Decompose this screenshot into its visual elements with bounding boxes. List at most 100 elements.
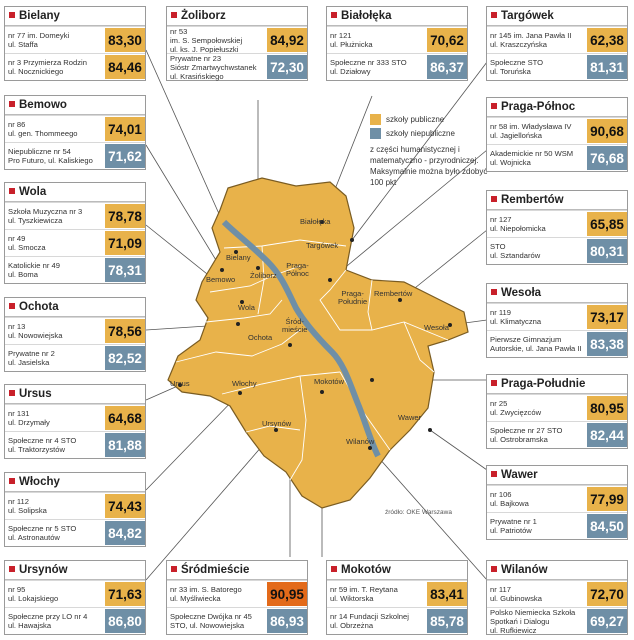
school-name: Społeczne przy LO nr 4 ul. Hawajska — [8, 612, 88, 630]
district-name: Ochota — [19, 301, 59, 313]
school-name: Prywatne nr 1 ul. Patriotów — [490, 517, 537, 535]
district-name: Śródmieście — [181, 564, 250, 576]
score-value: 64,68 — [105, 406, 145, 430]
district-name: Praga-Południe — [501, 378, 586, 390]
school-row: Prywatne nr 1 ul. Patriotów 84,50 — [487, 512, 627, 539]
district-box-wawer: Wawer nr 106 ul. Bajkowa 77,99 Prywatne nr … — [486, 465, 628, 540]
school-row: Społeczne STO ul. Toruńska 81,31 — [487, 53, 627, 80]
score-value: 80,95 — [587, 396, 627, 420]
district-title: Wesoła — [487, 284, 627, 303]
map-label-bemowo: Bemowo — [206, 275, 236, 284]
district-title: Białołęka — [327, 7, 467, 26]
school-name: nr 14 Fundacji Szkolnej ul. Obrzeżna — [330, 612, 409, 630]
school-row: nr 3 Przymierza Rodzin ul. Nocznickiego 8… — [5, 53, 145, 80]
district-box-rembertow: Rembertów nr 127 ul. Niepołomicka 65,85 STO… — [486, 190, 628, 265]
school-name: nr 95 ul. Lokajskiego — [8, 585, 59, 603]
score-value: 70,62 — [427, 28, 467, 52]
school-row: nr 53 im. S. Sempołowskiej ul. ks. J. Po… — [167, 26, 307, 54]
school-markers — [178, 220, 452, 450]
district-title: Mokotów — [327, 561, 467, 580]
score-value: 84,46 — [105, 55, 145, 79]
school-row: nr 58 im. Władysława IV ul. Jagiellońska… — [487, 117, 627, 144]
school-name: nr 49 ul. Smocza — [8, 234, 46, 252]
school-name: nr 119 ul. Klimatyczna — [490, 308, 542, 326]
square-marker-icon — [9, 566, 15, 572]
district-name: Bielany — [19, 10, 60, 22]
school-name: nr 121 ul. Płużnicka — [330, 31, 373, 49]
score-value: 78,78 — [105, 204, 145, 228]
square-marker-icon — [491, 289, 497, 295]
score-value: 71,09 — [105, 231, 145, 255]
square-marker-icon — [491, 566, 497, 572]
school-row: nr 25 ul. Zwycięzców 80,95 — [487, 394, 627, 421]
district-box-ursynow: Ursynów nr 95 ul. Lokajskiego 71,63 Społecz… — [4, 560, 146, 635]
map-label-wilanow: Wilanów — [346, 437, 375, 446]
square-marker-icon — [331, 566, 337, 572]
district-box-srodmiescie: Śródmieście nr 33 im. S. Batorego ul. Myś… — [166, 560, 308, 635]
district-title: Bemowo — [5, 96, 145, 115]
legend-note: z części humanistycznej i matematyczno -… — [370, 145, 488, 187]
map-label-bialoleka: Białołęka — [300, 217, 331, 226]
school-name: nr 59 im. T. Reytana ul. Wiktorska — [330, 585, 398, 603]
map-label-ursus: Ursus — [170, 379, 190, 388]
score-value: 72,30 — [267, 55, 307, 79]
legend: szkoły publiczne szkoły niepubliczne z c… — [370, 112, 490, 188]
district-box-wesola: Wesoła nr 119 ul. Klimatyczna 73,17 Pierwsz… — [486, 283, 628, 358]
square-marker-icon — [9, 303, 15, 309]
map-label-wawer: Wawer — [398, 413, 422, 422]
school-name: nr 131 ul. Drzymały — [8, 409, 50, 427]
school-name: nr 58 im. Władysława IV ul. Jagiellońska — [490, 122, 572, 140]
square-marker-icon — [171, 12, 177, 18]
score-value: 90,68 — [587, 119, 627, 143]
score-value: 80,31 — [587, 239, 627, 263]
score-value: 84,82 — [105, 521, 145, 545]
school-row: Niepubliczne nr 54 Pro Futuro, ul. Kalis… — [5, 142, 145, 169]
school-row: nr 59 im. T. Reytana ul. Wiktorska 83,41 — [327, 580, 467, 607]
school-name: Społeczne nr 5 STO ul. Astronautów — [8, 524, 77, 542]
school-row: nr 127 ul. Niepołomicka 65,85 — [487, 210, 627, 237]
square-marker-icon — [9, 188, 15, 194]
district-box-zoliborz: Żoliborz nr 53 im. S. Sempołowskiej ul. k… — [166, 6, 308, 81]
school-row: nr 119 ul. Klimatyczna 73,17 — [487, 303, 627, 330]
school-row: Społeczne nr 5 STO ul. Astronautów 84,82 — [5, 519, 145, 546]
district-title: Praga-Północ — [487, 98, 627, 117]
map-label-rembertow: Rembertów — [374, 289, 413, 298]
school-row: Społeczne Dwójka nr 45 STO, ul. Nowowiej… — [167, 607, 307, 634]
school-name: Społeczne nr 4 STO ul. Traktorzystów — [8, 436, 77, 454]
legend-nonpublic: szkoły niepubliczne — [370, 126, 490, 140]
map-label-wlochy: Włochy — [232, 379, 257, 388]
district-title: Włochy — [5, 473, 145, 492]
district-box-bielany: Bielany nr 77 im. Domeyki ul. Staffa 83,30… — [4, 6, 146, 81]
school-name: Szkoła Muzyczna nr 3 ul. Tyszkiewicza — [8, 207, 83, 225]
district-box-ursus: Ursus nr 131 ul. Drzymały 64,68 Społeczne n… — [4, 384, 146, 459]
map-label-ochota: Ochota — [248, 333, 273, 342]
district-title: Wawer — [487, 466, 627, 485]
square-marker-icon — [9, 12, 15, 18]
map-label-praga-polnoc: Praga- Północ — [286, 261, 309, 278]
score-value: 65,85 — [587, 212, 627, 236]
map-label-praga-poludnie: Praga- Południe — [338, 289, 368, 306]
school-row: Katolickie nr 49 ul. Boma 78,31 — [5, 256, 145, 283]
score-value: 81,31 — [587, 55, 627, 79]
district-title: Targówek — [487, 7, 627, 26]
school-row: nr 117 ul. Gubinowska 72,70 — [487, 580, 627, 607]
score-value: 78,31 — [105, 258, 145, 282]
map-label-wesola: Wesoła — [424, 323, 449, 332]
school-name: Społeczne Dwójka nr 45 STO, ul. Nowowiej… — [170, 612, 252, 630]
school-name: nr 106 ul. Bajkowa — [490, 490, 529, 508]
school-row: Społeczne nr 333 STO ul. Działowy 86,37 — [327, 53, 467, 80]
score-value: 83,30 — [105, 28, 145, 52]
map-label-bielany: Bielany — [226, 253, 251, 262]
school-row: nr 13 ul. Nowowiejska 78,56 — [5, 317, 145, 344]
school-row: nr 106 ul. Bajkowa 77,99 — [487, 485, 627, 512]
district-box-praga-poludnie: Praga-Południe nr 25 ul. Zwycięzców 80,95 S… — [486, 374, 628, 449]
score-value: 82,44 — [587, 423, 627, 447]
district-name: Ursus — [19, 388, 52, 400]
school-row: nr 14 Fundacji Szkolnej ul. Obrzeżna 85,7… — [327, 607, 467, 634]
school-row: Społeczne nr 27 STO ul. Ostrobramska 82,4… — [487, 421, 627, 448]
score-value: 85,78 — [427, 609, 467, 633]
score-value: 81,88 — [105, 433, 145, 457]
score-value: 83,38 — [587, 332, 627, 356]
map-label-mokotow: Mokotów — [314, 377, 345, 386]
square-marker-icon — [171, 566, 177, 572]
